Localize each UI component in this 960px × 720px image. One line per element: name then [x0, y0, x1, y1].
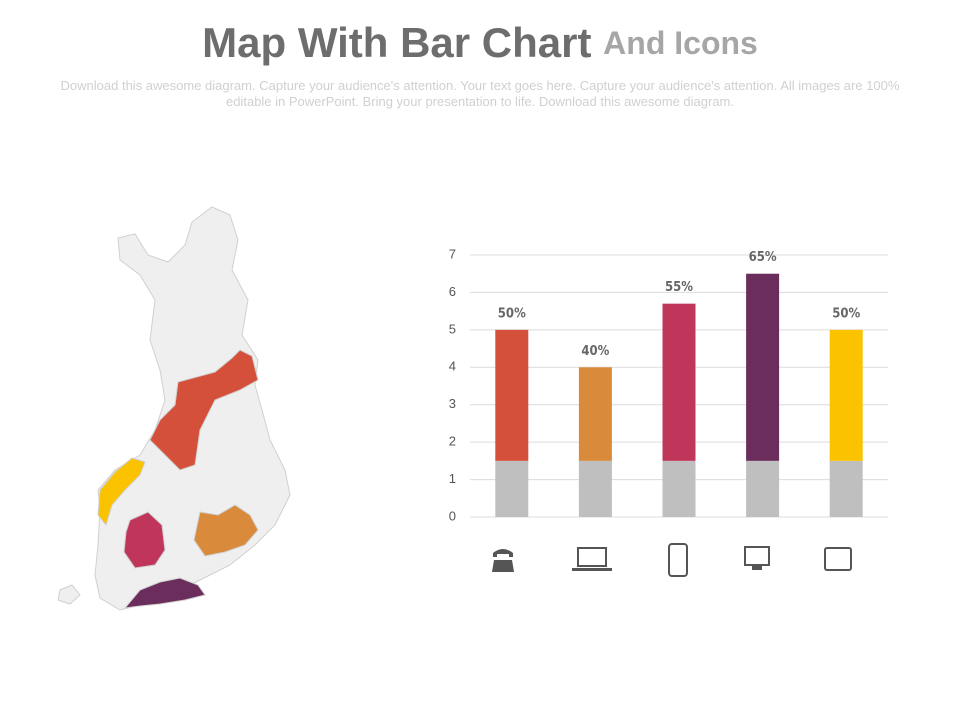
icon-monitor [744, 546, 770, 566]
map-region-3 [123, 511, 166, 569]
bar-annotation: 40% [581, 344, 609, 359]
bar [495, 329, 529, 461]
y-tick-label: 6 [449, 284, 456, 299]
bar [746, 273, 780, 461]
icon-laptop [577, 547, 607, 567]
title: Map With Bar Chart And Icons [202, 19, 758, 66]
bar [578, 460, 612, 517]
bar [662, 460, 696, 517]
y-tick-label: 0 [449, 508, 456, 523]
y-tick-label: 2 [449, 434, 456, 449]
map-region-5 [123, 577, 206, 609]
map [57, 206, 291, 611]
y-tick-label: 5 [449, 321, 456, 336]
y-tick-label: 1 [449, 471, 456, 486]
bar [578, 367, 612, 461]
icon-laptop-base [572, 568, 612, 571]
map-region-1 [149, 349, 259, 471]
icons [492, 543, 852, 577]
y-tick-label: 7 [449, 246, 456, 261]
icon-mobile [668, 543, 688, 577]
bar [829, 460, 863, 517]
map-region-2 [97, 457, 146, 527]
bar [829, 329, 863, 461]
map-region-4 [193, 504, 259, 557]
y-tick-label: 4 [449, 359, 456, 374]
title-suffix: And Icons [603, 25, 758, 61]
icon-monitor-stand [752, 566, 762, 570]
icon-phone [492, 549, 514, 572]
subtitle: Download this awesome diagram. Capture y… [60, 78, 900, 109]
bar-annotation: 50% [832, 306, 860, 321]
y-tick-label: 3 [449, 396, 456, 411]
bar [746, 460, 780, 517]
bar-annotation: 55% [665, 280, 693, 295]
bar [495, 460, 529, 517]
icon-fax [824, 547, 852, 571]
title-main: Map With Bar Chart [202, 19, 591, 66]
bar-annotation: 50% [498, 306, 526, 321]
bar [662, 303, 696, 461]
map-islands [57, 584, 81, 605]
bar-annotation: 65% [749, 250, 777, 265]
